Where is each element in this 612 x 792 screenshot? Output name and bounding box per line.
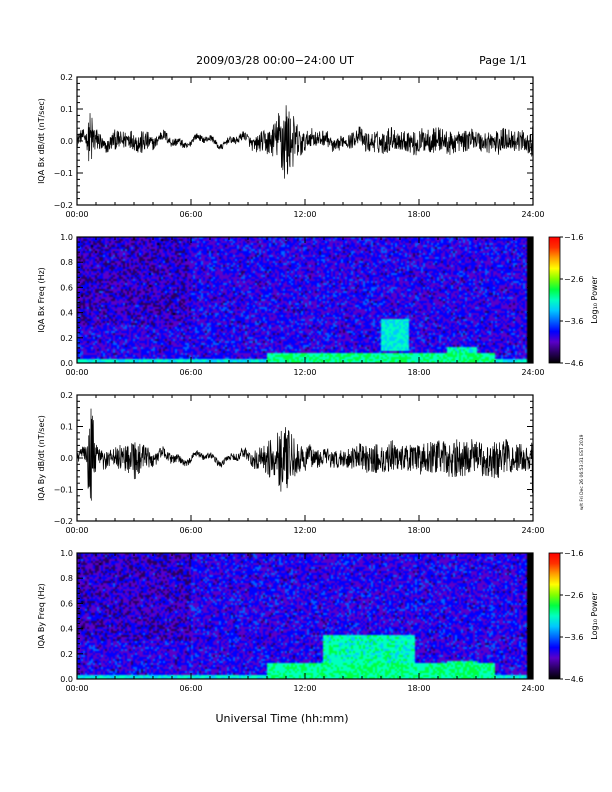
x-axis-title: Universal Time (hh:mm) — [216, 712, 349, 725]
x-tick-label: 12:00 — [293, 210, 316, 219]
colorbar-tick-label: −3.6 — [564, 317, 583, 326]
y-tick-label: 0.6 — [60, 599, 73, 608]
x-tick-label: 06:00 — [179, 368, 202, 377]
y-tick-label: 0.0 — [60, 137, 73, 146]
colorbar-tick-label: −2.6 — [564, 591, 583, 600]
colorbar-tick-label: −4.6 — [564, 359, 583, 368]
y-tick-label: 0.2 — [60, 334, 73, 343]
x-tick-label: 06:00 — [179, 684, 202, 693]
colorbar-label: Log₁₀ Power — [590, 276, 599, 324]
x-tick-label: 00:00 — [65, 526, 88, 535]
x-tick-label: 12:00 — [293, 526, 316, 535]
x-tick-label: 24:00 — [521, 210, 544, 219]
signal-trace — [76, 408, 534, 501]
page-indicator: Page 1/1 — [479, 54, 527, 67]
x-tick-label: 18:00 — [407, 684, 430, 693]
y-tick-label: 0.8 — [60, 574, 73, 583]
y-tick-label: 0.0 — [60, 454, 73, 463]
x-tick-label: 18:00 — [407, 210, 430, 219]
date-range-title: 2009/03/28 00:00−24:00 UT — [196, 54, 354, 67]
x-tick-label: 18:00 — [407, 368, 430, 377]
panels-group: 00:00 06:00 12:00 18:00 24:00 0.2 0.1 0.0 −0.1 −0… — [37, 73, 599, 693]
colorbar-label: Log₁₀ Power — [590, 592, 599, 640]
colorbar — [548, 552, 561, 680]
signal-trace — [76, 105, 534, 179]
y-tick-label: 1.0 — [60, 233, 73, 242]
y-axis-label: IQA Bx Freq (Hz) — [37, 267, 46, 333]
y-tick-label: 0.0 — [60, 359, 73, 368]
colorbar — [548, 236, 561, 364]
colorbar-tick-label: −3.6 — [564, 633, 583, 642]
colorbar-tick-label: −2.6 — [564, 275, 583, 284]
x-tick-label: 00:00 — [65, 684, 88, 693]
y-axis-label: IQA Bx dB/dt (nT/sec) — [37, 98, 46, 184]
y-tick-label: −0.1 — [54, 169, 73, 178]
y-axis-label: IQA By dB/dt (nT/sec) — [37, 415, 46, 501]
x-tick-label: 06:00 — [179, 526, 202, 535]
y-tick-label: 0.2 — [60, 391, 73, 400]
x-tick-label: 18:00 — [407, 526, 430, 535]
y-tick-label: 0.2 — [60, 650, 73, 659]
colorbar-tick-label: −1.6 — [564, 233, 583, 242]
y-axis-label: IQA By Freq (Hz) — [37, 583, 46, 649]
y-tick-label: 0.1 — [60, 423, 73, 432]
y-tick-label: 0.2 — [60, 73, 73, 82]
x-tick-label: 00:00 — [65, 210, 88, 219]
x-tick-label: 24:00 — [521, 684, 544, 693]
x-tick-label: 12:00 — [293, 368, 316, 377]
y-tick-label: 0.8 — [60, 258, 73, 267]
y-tick-label: 0.1 — [60, 105, 73, 114]
y-tick-label: −0.2 — [54, 517, 73, 526]
y-tick-label: 0.4 — [60, 309, 73, 318]
y-tick-label: 1.0 — [60, 549, 73, 558]
y-tick-label: −0.1 — [54, 486, 73, 495]
x-tick-label: 24:00 — [521, 368, 544, 377]
x-tick-label: 12:00 — [293, 684, 316, 693]
colorbar-tick-label: −1.6 — [564, 549, 583, 558]
spectrogram-raster — [77, 553, 533, 679]
y-tick-label: −0.2 — [54, 201, 73, 210]
x-tick-label: 00:00 — [65, 368, 88, 377]
x-tick-label: 06:00 — [179, 210, 202, 219]
x-tick-label: 24:00 — [521, 526, 544, 535]
y-tick-label: 0.0 — [60, 675, 73, 684]
colorbar-tick-label: −4.6 — [564, 675, 583, 684]
side-annotation: w/t Fri Dec 26 06:53:31 EST 2019 — [579, 434, 585, 510]
y-tick-label: 0.4 — [60, 625, 73, 634]
y-tick-label: 0.6 — [60, 283, 73, 292]
spectrogram-raster — [77, 237, 533, 363]
